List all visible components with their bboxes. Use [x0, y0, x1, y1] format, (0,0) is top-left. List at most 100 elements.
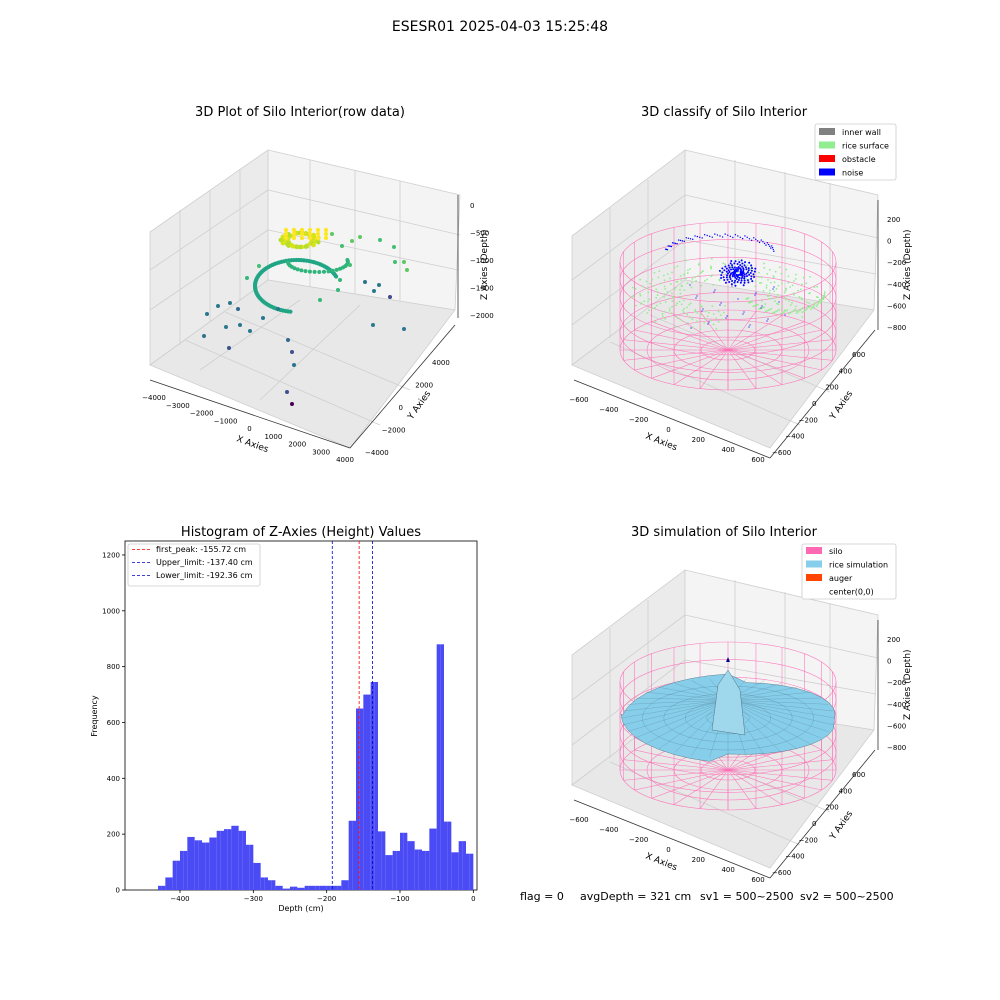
- cls-x-tick-0: −600: [569, 396, 588, 404]
- rice-surface-point: [769, 289, 771, 292]
- histogram-bar: [370, 681, 375, 890]
- noise-point: [720, 302, 722, 304]
- cls-z-tick-3: −400: [887, 281, 906, 289]
- noise-point: [724, 265, 727, 268]
- rice-surface-point: [794, 305, 797, 308]
- rice-surface-point: [659, 282, 662, 285]
- rice-surface-point: [822, 295, 825, 297]
- histogram-bar: [249, 844, 254, 890]
- noise-point: [769, 245, 771, 248]
- rice-surface-point: [752, 305, 755, 308]
- rice-surface-point: [631, 286, 634, 289]
- raw-point: [283, 231, 289, 237]
- classify-y-axis-label: Y Axies: [828, 389, 856, 422]
- rice-surface-point: [646, 312, 649, 314]
- noise-point: [708, 235, 711, 238]
- rice-surface-point: [690, 286, 693, 289]
- noise-point: [721, 271, 724, 274]
- noise-point: [729, 235, 732, 238]
- rice-surface-point: [656, 290, 659, 293]
- histogram-bar: [356, 708, 360, 890]
- noise-point: [725, 276, 728, 279]
- rice-surface-point: [776, 296, 779, 299]
- noise-point: [740, 277, 743, 280]
- raw-point: [393, 260, 397, 264]
- raw-point: [290, 402, 294, 406]
- surface-mesh-line: [645, 699, 729, 744]
- simulation-panel-title: 3D simulation of Silo Interior: [631, 525, 818, 540]
- raw-z-tick-2: −1000: [470, 257, 494, 265]
- rice-surface-point: [812, 305, 815, 308]
- noise-point: [748, 238, 751, 240]
- histogram-bar: [429, 828, 433, 890]
- rice-surface-point: [655, 304, 658, 307]
- rice-surface-point: [689, 302, 692, 305]
- rice-surface-point: [775, 287, 778, 290]
- rice-surface-point: [787, 275, 790, 278]
- rice-surface-point: [758, 276, 760, 278]
- cls-x-tick-4: 200: [692, 436, 705, 444]
- rice-surface-point: [797, 310, 800, 313]
- y-tick-label: 200: [107, 831, 120, 839]
- raw-point: [378, 238, 382, 242]
- raw-panel-box: [149, 149, 461, 449]
- rice-surface-point: [794, 308, 797, 311]
- raw-point: [330, 268, 335, 273]
- rice-surface-point: [685, 259, 688, 262]
- noise-point: [734, 284, 737, 287]
- raw-point: [312, 269, 317, 274]
- rice-surface-point: [812, 306, 815, 309]
- raw-point: [315, 235, 321, 241]
- raw-point: [303, 269, 308, 274]
- rice-surface-point: [772, 312, 774, 314]
- raw-point: [286, 338, 290, 342]
- rice-surface-point: [671, 292, 673, 295]
- rice-surface-point: [801, 307, 804, 309]
- noise-point: [702, 308, 704, 310]
- histogram-bar: [381, 831, 386, 890]
- rice-surface-point: [807, 306, 810, 309]
- histogram-bar: [315, 885, 320, 890]
- rice-surface-point: [661, 315, 664, 318]
- raw-axis-lines: [149, 195, 459, 449]
- classify-3d-panel: 3D classify of Silo Interior −600 −400 −20…: [569, 105, 913, 464]
- cls-x-tick-6: 600: [751, 456, 764, 464]
- simulation-y-axis-label: Y Axies: [828, 809, 856, 842]
- rice-surface-point: [719, 314, 722, 317]
- noise-point: [732, 236, 734, 239]
- rice-surface-point: [686, 272, 689, 274]
- rice-surface-point: [691, 277, 694, 280]
- rice-surface-point: [712, 283, 715, 286]
- noise-point: [671, 242, 674, 244]
- noise-point: [728, 266, 731, 269]
- noise-point: [694, 235, 696, 237]
- noise-point: [738, 276, 741, 279]
- noise-point: [741, 262, 744, 265]
- noise-point: [726, 278, 729, 281]
- sim-x-tick-4: 200: [692, 856, 705, 864]
- y-tick-label: 800: [107, 663, 120, 671]
- rice-surface-point: [680, 284, 683, 287]
- noise-point: [739, 281, 742, 284]
- legend-label-0: first_peak: -155.72 cm: [156, 545, 246, 554]
- rice-surface-point: [683, 273, 685, 276]
- rice-surface-point: [710, 275, 713, 278]
- surface-mesh-line: [727, 699, 821, 739]
- noise-point: [735, 277, 738, 280]
- rice-surface-point: [789, 311, 792, 314]
- simulation-z-axis-label: Z Axies (Depth): [903, 649, 913, 720]
- raw-y-tick-labels: −4000 −2000 0 2000 4000: [365, 359, 450, 457]
- noise-point: [731, 275, 734, 278]
- center-mound: [711, 669, 746, 736]
- rice-surface-point: [647, 309, 650, 312]
- histogram-bar: [422, 850, 426, 890]
- noise-point: [729, 278, 732, 281]
- rice-surface-point: [723, 311, 725, 314]
- sim-y-tick-0: −600: [772, 869, 791, 877]
- rice-surface-point: [676, 265, 679, 268]
- histogram-reference-lines: [331, 541, 373, 890]
- noise-point: [748, 326, 750, 328]
- surface-mesh-line: [635, 699, 729, 739]
- classify-legend-label-0: inner wall: [842, 128, 881, 137]
